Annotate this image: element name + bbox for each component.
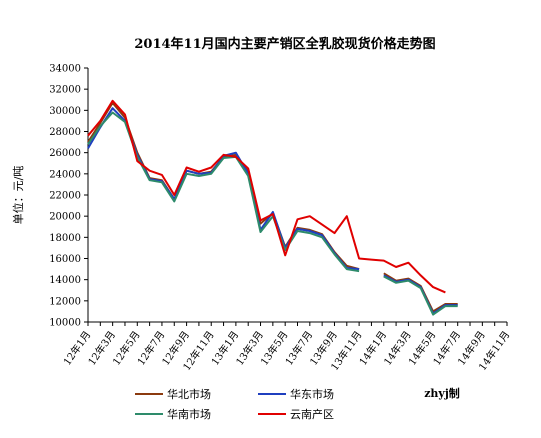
legend-label: 云南产区 [290,407,334,421]
y-tick-label: 32000 [49,85,81,96]
y-tick-label: 20000 [49,212,81,223]
axes: 10000 12000 14000 16000 18000 20000 22000 24000… [49,64,512,373]
series-line [87,111,360,273]
y-tick-label: 10000 [49,318,81,329]
y-tick-label: 18000 [49,233,81,244]
y-tick-label: 12000 [49,296,81,307]
y-tick-label: 30000 [49,106,81,117]
chart-title: 2014年11月国内主要产销区全乳胶现货价格走势图 [134,36,435,52]
credit-label: zhyj制 [424,386,460,400]
y-tick-label: 24000 [49,169,81,180]
series-line [383,275,458,316]
series-line [87,99,446,294]
y-tick-label: 26000 [49,148,81,159]
series-layer [87,99,458,316]
y-tick-label: 28000 [49,127,81,138]
legend-label: 华北市场 [167,387,211,401]
y-axis-label: 单位：元/吨 [11,166,25,225]
y-tick-label: 22000 [49,191,81,202]
y-tick-label: 34000 [49,64,81,75]
y-tick-label: 14000 [49,275,81,286]
y-tick-label: 16000 [49,254,81,265]
series-4 [87,99,446,294]
legend-label: 华南市场 [167,407,211,421]
legend-label: 华东市场 [290,387,334,401]
